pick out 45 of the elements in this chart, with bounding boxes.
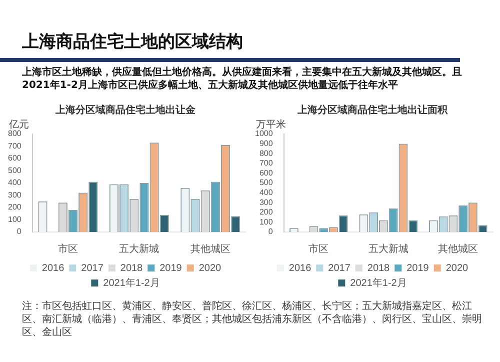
legend-label: 2021年1-2月	[103, 276, 160, 289]
text: 上海市区土地稀缺，供应量低但土地价格高。从供应建面来看，主要集中在五大新城及其他城区。且2021年1-2月上海市区已供应多幅土地、五大新城及其他城区供地量远低于往年水平	[22, 66, 463, 92]
y-tick-label: 700	[259, 158, 274, 168]
y-tick-label: 0	[268, 227, 274, 236]
y-axis-title: 亿元	[8, 120, 29, 131]
y-tick-label: 200	[8, 202, 22, 212]
y-tick-label: 800	[8, 129, 22, 138]
y-axis-title: 万平米	[256, 118, 286, 131]
y-tick-label: 700	[8, 141, 22, 150]
x-tick-label: 其他城区	[438, 242, 478, 255]
legend-label: 2017	[328, 262, 351, 274]
legend-label: 2017	[81, 262, 104, 274]
y-tick-label: 400	[8, 178, 22, 188]
legend-label: 2019	[160, 262, 182, 274]
legend-label: 2019	[406, 262, 430, 274]
legend-label: 2016	[42, 262, 65, 274]
y-tick-label: 400	[259, 188, 274, 198]
text: 注：市区包括虹口区、黄浦区、静安区、普陀区、徐汇区、杨浦区、长宁区；五大新城指嘉定区、松江区、南汇新城（临港）、青浦区、奉贤区；其他城区包括浦东新区（不含临港）、闵行区、宝山区、崇明区、金山区	[22, 300, 482, 339]
y-tick-label: 100	[259, 217, 274, 226]
x-tick-label: 市区	[58, 242, 78, 255]
y-tick-label: 1000	[255, 129, 274, 138]
y-tick-label: 600	[8, 154, 22, 163]
chart-title: 上海分区域商品住宅土地出让金	[54, 104, 196, 116]
y-tick-label: 600	[259, 168, 274, 178]
x-tick-label: 五大新城	[368, 242, 408, 255]
legend-label: 2020	[446, 262, 469, 274]
chart-title: 上海分区域商品住宅土地出让面积	[296, 104, 448, 116]
y-tick-label: 500	[8, 166, 22, 175]
legend-label: 2018	[120, 262, 144, 274]
y-tick-label: 500	[259, 178, 274, 188]
text: 上海商品住宅土地的区域结构	[22, 31, 243, 53]
y-tick-label: 800	[259, 148, 274, 158]
y-tick-label: 300	[259, 198, 274, 207]
y-tick-label: 200	[259, 208, 274, 217]
legend-label: 2021年1-2月	[350, 276, 407, 289]
y-tick-label: 300	[8, 190, 22, 200]
x-tick-label: 市区	[308, 242, 329, 255]
y-tick-label: 900	[259, 139, 274, 148]
y-tick-label: 100	[8, 214, 22, 224]
legend-label: 2020	[198, 262, 222, 274]
legend-label: 2018	[367, 262, 390, 274]
legend-label: 2016	[288, 262, 312, 274]
x-tick-label: 五大新城	[119, 242, 160, 255]
x-tick-label: 其他城区	[190, 242, 230, 255]
y-tick-label: 0	[16, 227, 22, 236]
